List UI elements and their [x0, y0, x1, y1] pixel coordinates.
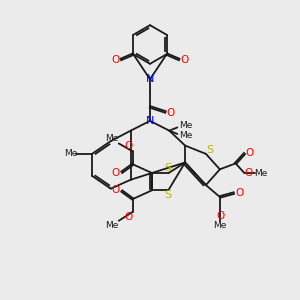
- Text: S: S: [206, 145, 214, 155]
- Text: Me: Me: [180, 121, 193, 130]
- Text: O: O: [124, 141, 132, 151]
- Text: O: O: [235, 188, 243, 197]
- Text: O: O: [112, 185, 120, 195]
- Text: N: N: [146, 74, 154, 84]
- Text: O: O: [246, 148, 254, 158]
- Text: Me: Me: [180, 131, 193, 140]
- Text: N: N: [146, 116, 154, 126]
- Text: O: O: [245, 168, 253, 178]
- Text: Me: Me: [105, 134, 119, 143]
- Text: O: O: [216, 211, 225, 221]
- Text: O: O: [180, 55, 189, 65]
- Text: Me: Me: [213, 221, 226, 230]
- Text: O: O: [111, 55, 120, 65]
- Text: O: O: [167, 108, 175, 118]
- Text: O: O: [124, 212, 132, 222]
- Text: Me: Me: [64, 149, 77, 158]
- Text: Me: Me: [254, 169, 267, 178]
- Text: O: O: [112, 168, 120, 178]
- Text: Me: Me: [105, 221, 119, 230]
- Text: S: S: [164, 163, 171, 173]
- Text: S: S: [164, 190, 171, 200]
